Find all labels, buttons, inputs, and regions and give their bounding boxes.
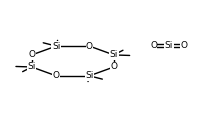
Text: O: O bbox=[86, 42, 93, 51]
Text: O: O bbox=[53, 71, 60, 80]
Text: O: O bbox=[150, 41, 157, 50]
Text: O: O bbox=[180, 41, 188, 50]
Text: O: O bbox=[110, 62, 117, 72]
Text: Si: Si bbox=[27, 62, 36, 72]
Text: O: O bbox=[28, 50, 35, 59]
Text: Si: Si bbox=[85, 71, 94, 80]
Text: Si: Si bbox=[165, 41, 173, 50]
Text: Si: Si bbox=[110, 50, 118, 59]
Text: Si: Si bbox=[52, 42, 60, 51]
